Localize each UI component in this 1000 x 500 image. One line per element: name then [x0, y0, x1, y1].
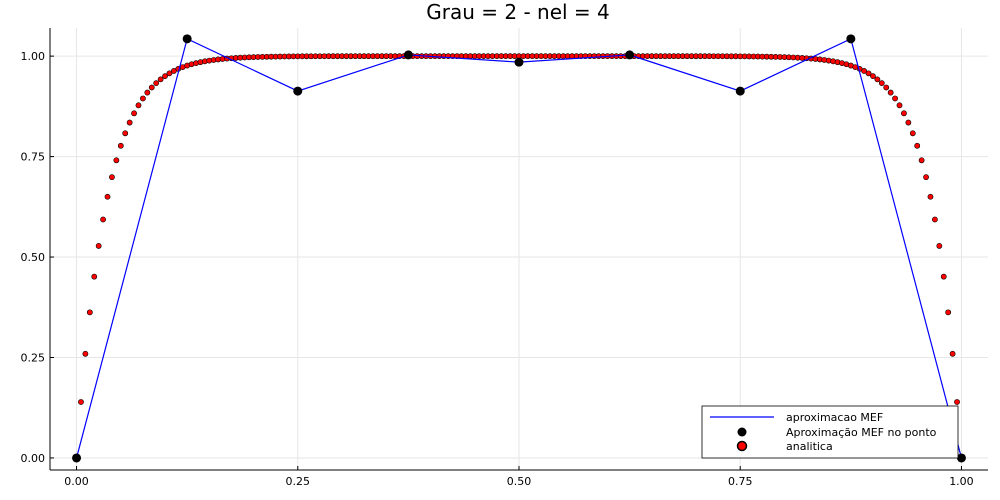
chart-title: Grau = 2 - nel = 4 [426, 0, 610, 24]
analitica-point [162, 73, 168, 80]
analitica-point [95, 243, 102, 249]
analitica-point [82, 350, 89, 357]
x-tick-label: 0.75 [728, 475, 753, 488]
analitica-point [909, 130, 916, 137]
mef-point [735, 86, 745, 96]
analitica-point [918, 157, 925, 164]
analitica-point [140, 95, 146, 102]
analitica-point [945, 309, 952, 316]
x-tick-label: 0.25 [286, 475, 311, 488]
series-layer [72, 34, 966, 463]
mef-point [182, 34, 192, 44]
mef-point [293, 86, 303, 96]
y-tick-label: 0.25 [21, 351, 46, 364]
analitica-point [148, 84, 155, 91]
analitica-point [932, 216, 938, 223]
analitica-point [887, 89, 894, 96]
analitica-point [131, 110, 137, 117]
mef-point [403, 50, 413, 60]
legend-black-marker [737, 427, 747, 437]
analitica-point [166, 70, 173, 77]
y-tick-label: 0.00 [21, 452, 46, 465]
analitica-point [91, 273, 98, 280]
analitica-point [901, 110, 907, 117]
analitica-point [122, 130, 129, 137]
analitica-point [100, 216, 106, 223]
legend-label: analitica [786, 440, 833, 453]
analitica-point [936, 243, 943, 249]
analitica-point [104, 193, 111, 200]
legend-label: aproximacao MEF [786, 411, 883, 424]
analitica-point [865, 70, 872, 77]
legend-label: Aproximação MEF no ponto [786, 426, 937, 439]
legend-red-marker [736, 440, 748, 452]
analitica-point [874, 76, 881, 83]
analitica-point [892, 95, 898, 102]
axis-layer: 0.00 0.25 0.50 0.75 1.00 0.00 0.25 0.50 0.75 1.00 [21, 28, 988, 488]
mef-point [956, 453, 966, 463]
analitica-point [883, 84, 890, 91]
analitica-point [126, 119, 133, 126]
grid-layer [50, 28, 988, 470]
analitica-point [117, 142, 124, 149]
analitica-point [923, 174, 929, 181]
analitica-point [914, 142, 921, 149]
analitica-point [153, 80, 160, 87]
mef-point [514, 57, 524, 67]
x-tick-label: 0.50 [507, 475, 532, 488]
analitica-point [113, 157, 120, 164]
analitica-point [78, 399, 84, 405]
analitica-point [896, 102, 903, 109]
analitica-point [878, 80, 885, 87]
x-tick-label: 0.00 [64, 475, 89, 488]
mef-point [846, 34, 856, 44]
analitica-point [109, 174, 115, 181]
analitica-point [157, 76, 164, 83]
y-tick-label: 0.50 [21, 251, 46, 264]
analitica-point [949, 350, 956, 357]
analitica-point [954, 399, 960, 405]
analitica-point [905, 119, 912, 126]
analitica-point [927, 193, 934, 200]
analitica-point [870, 73, 876, 80]
series-aproximacao-mef-no-ponto [72, 34, 966, 463]
y-tick-label: 0.75 [21, 151, 46, 164]
mef-point [72, 453, 82, 463]
analitica-point [940, 273, 947, 280]
analitica-point [861, 68, 868, 74]
legend: aproximacao MEF Aproximação MEF no pontoa… [701, 405, 959, 459]
analitica-point [135, 102, 142, 109]
analitica-point [144, 89, 151, 96]
mef-point [625, 50, 635, 60]
analitica-point [86, 309, 93, 316]
y-tick-label: 1.00 [21, 50, 46, 63]
x-tick-label: 1.00 [949, 475, 974, 488]
